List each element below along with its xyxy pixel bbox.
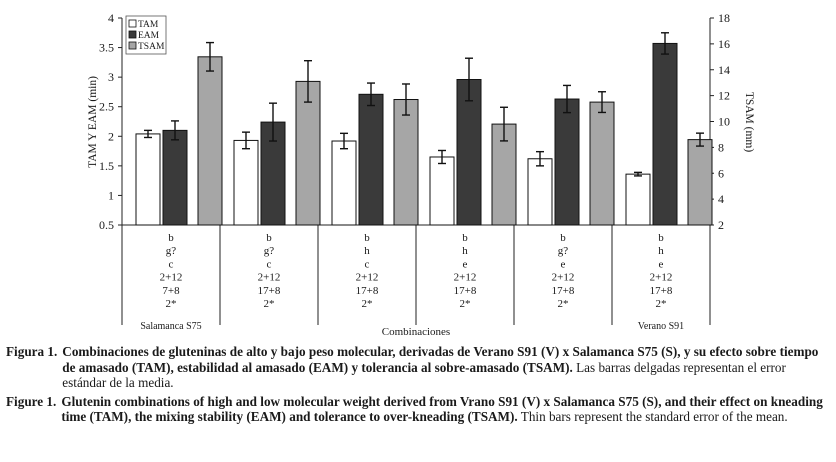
x-axis-label: Combinaciones — [382, 326, 450, 338]
y-left-tick-label: 0.5 — [99, 218, 114, 232]
caption-label: Figure 1. — [6, 393, 57, 409]
bar-eam — [162, 129, 188, 226]
category-allele: 17+8 — [650, 285, 673, 297]
category-allele: c — [169, 258, 174, 270]
bar-eam — [652, 42, 678, 226]
bar-tam — [135, 133, 161, 226]
caption-plain-text: Thin bars represent the standard error o… — [517, 409, 788, 425]
category-allele: e — [561, 258, 566, 270]
category-allele: 2+12 — [258, 272, 281, 284]
caption-spanish: Figura 1. Combinaciones de gluteninas de… — [6, 344, 832, 391]
category-allele: h — [364, 245, 370, 257]
category-allele: 2* — [656, 298, 667, 310]
y-right-tick-label: 6 — [718, 166, 724, 180]
y-left-tick-label: 1 — [108, 188, 114, 202]
figure-captions: Figura 1. Combinaciones de gluteninas de… — [6, 344, 832, 428]
bar-tam — [527, 158, 553, 226]
category-allele: c — [267, 258, 272, 270]
category-allele: b — [560, 232, 566, 244]
bar-tam — [233, 139, 259, 226]
category-allele: 2+12 — [552, 272, 575, 284]
bar-tsam — [687, 139, 713, 226]
bar-tsam — [295, 80, 321, 226]
bar-eam — [456, 79, 482, 226]
y-right-tick-label: 16 — [718, 37, 730, 51]
y-left-tick-label: 3 — [108, 70, 114, 84]
category-allele: c — [365, 258, 370, 270]
y-axis-right-label: TSAM (mm) — [743, 92, 755, 153]
parent-label: Verano S91 — [638, 321, 684, 332]
category-allele: h — [658, 245, 664, 257]
y-axis-left-label: TAM Y EAM (min) — [87, 76, 99, 168]
legend-swatch-eam — [128, 30, 137, 39]
category-allele: 2* — [264, 298, 275, 310]
category-allele: 2* — [166, 298, 177, 310]
category-allele: 17+8 — [356, 285, 379, 297]
y-left-tick-label: 1.5 — [99, 159, 114, 173]
category-allele: 2* — [460, 298, 471, 310]
category-allele: g? — [264, 245, 275, 257]
y-right-tick-label: 14 — [718, 63, 730, 77]
category-allele: 17+8 — [454, 285, 477, 297]
bar-eam — [358, 93, 384, 226]
parent-label: Salamanca S75 — [140, 321, 201, 332]
bar-tsam — [393, 99, 419, 226]
caption-english: Figure 1. Glutenin combinations of high … — [6, 394, 832, 425]
category-allele: e — [659, 258, 664, 270]
y-left-tick-label: 2.5 — [99, 100, 114, 114]
category-allele: 2+12 — [160, 272, 183, 284]
y-right-tick-label: 4 — [718, 192, 724, 206]
y-left-tick-label: 2 — [108, 129, 114, 143]
legend-label-eam: EAM — [138, 31, 160, 41]
category-allele: 2+12 — [454, 272, 477, 284]
caption-plain-text: Las barras delgadas representan el error… — [62, 359, 786, 391]
caption-bold-text: Combinaciones de gluteninas de alto y ba… — [62, 344, 819, 375]
legend-label-tam: TAM — [138, 20, 159, 30]
bar-tam — [625, 173, 651, 226]
category-allele: e — [463, 258, 468, 270]
category-allele: b — [266, 232, 272, 244]
caption-text: Combinaciones de gluteninas de alto y ba… — [62, 344, 832, 391]
legend-label-tsam: TSAM — [138, 42, 165, 52]
category-allele: 17+8 — [258, 285, 281, 297]
category-allele: 2* — [558, 298, 569, 310]
category-allele: b — [658, 232, 664, 244]
chart-bars — [135, 32, 713, 226]
category-allele: 2+12 — [356, 272, 379, 284]
bar-tsam — [589, 101, 615, 226]
y-left-tick-label: 3.5 — [99, 41, 114, 55]
category-allele: 17+8 — [552, 285, 575, 297]
bar-eam — [554, 98, 580, 226]
bar-tam — [331, 140, 357, 226]
caption-bold-text: Glutenin combinations of high and low mo… — [61, 393, 823, 425]
category-allele: g? — [558, 245, 569, 257]
y-right-tick-label: 12 — [718, 89, 730, 103]
y-right-tick-label: 18 — [718, 11, 730, 25]
caption-label: Figura 1. — [6, 344, 58, 359]
legend-swatch-tsam — [128, 41, 137, 50]
caption-text: Glutenin combinations of high and low mo… — [61, 394, 832, 425]
bar-tam — [429, 156, 455, 226]
category-allele: 2* — [362, 298, 373, 310]
category-labels: bg?c2+127+82*Salamanca S75bg?c2+1217+82*… — [140, 232, 684, 332]
category-allele: b — [168, 232, 174, 244]
y-right-tick-label: 2 — [718, 218, 724, 232]
y-right-tick-label: 10 — [718, 115, 730, 129]
category-allele: h — [462, 245, 468, 257]
category-allele: g? — [166, 245, 177, 257]
bar-tsam — [197, 56, 223, 226]
legend-swatch-tam — [128, 19, 137, 28]
y-left-tick-label: 4 — [108, 11, 114, 25]
category-allele: 7+8 — [162, 285, 180, 297]
category-allele: b — [364, 232, 370, 244]
category-allele: 2+12 — [650, 272, 673, 284]
category-allele: b — [462, 232, 468, 244]
y-right-tick-label: 8 — [718, 140, 724, 154]
